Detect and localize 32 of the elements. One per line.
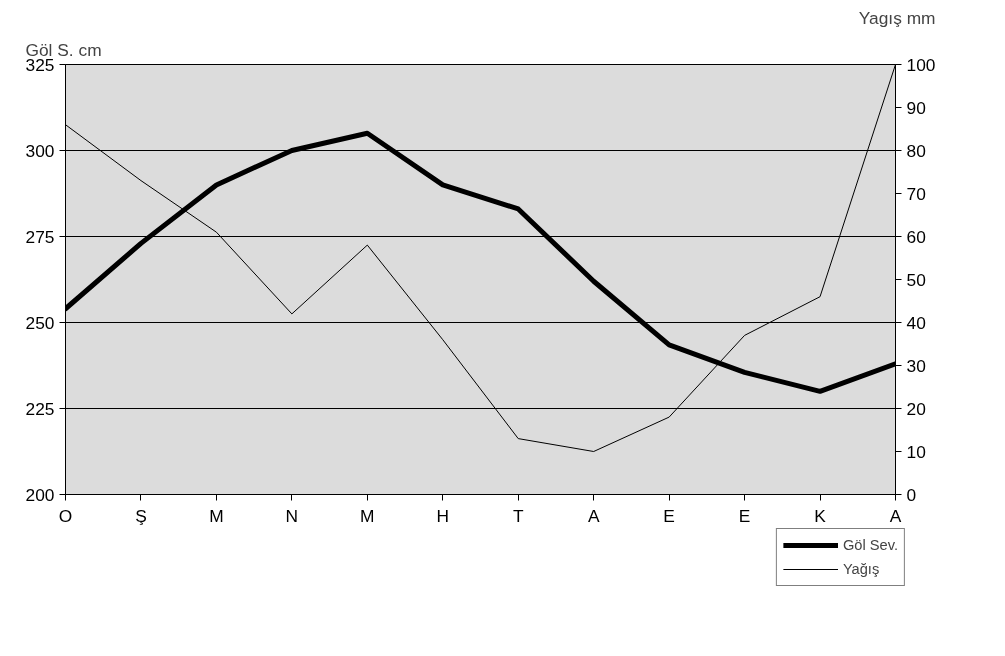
x-tick-label: E — [663, 505, 675, 526]
x-tick-label: H — [436, 505, 450, 526]
y-tick-label: 200 — [25, 484, 55, 505]
y2-tick-label: 40 — [906, 312, 926, 333]
y-tick-label: 275 — [25, 226, 55, 247]
y2-tick-label: 60 — [906, 226, 926, 247]
y2-tick-label: 100 — [906, 54, 936, 75]
y2-tick-label: 30 — [906, 355, 926, 376]
x-tick-label: M — [360, 505, 375, 526]
x-tick-label: M — [209, 505, 224, 526]
x-tick-label: A — [587, 505, 600, 526]
x-tick-label: T — [512, 505, 524, 526]
x-tick-label: Ş — [135, 505, 147, 526]
y2-tick-label: 80 — [906, 140, 926, 161]
x-tick-label: O — [58, 505, 73, 526]
y2-tick-label: 70 — [906, 183, 926, 204]
y2-axis-title: Yagış mm — [858, 7, 936, 28]
y-tick-label: 250 — [25, 312, 55, 333]
y-tick-label: 225 — [25, 398, 55, 419]
legend-label: Göl Sev. — [842, 537, 898, 553]
y2-tick-label: 0 — [906, 484, 917, 505]
y2-tick-label: 90 — [906, 97, 926, 118]
y2-tick-label: 50 — [906, 269, 926, 290]
y2-tick-label: 10 — [906, 441, 926, 462]
y-axis-title: Göl S. cm — [25, 39, 102, 60]
x-tick-label: N — [285, 505, 299, 526]
y-tick-label: 300 — [25, 140, 55, 161]
y2-tick-label: 20 — [906, 398, 926, 419]
legend-label: Yağış — [842, 561, 880, 577]
x-tick-label: K — [814, 505, 827, 526]
x-tick-label: E — [738, 505, 751, 526]
x-tick-label: A — [889, 505, 902, 526]
